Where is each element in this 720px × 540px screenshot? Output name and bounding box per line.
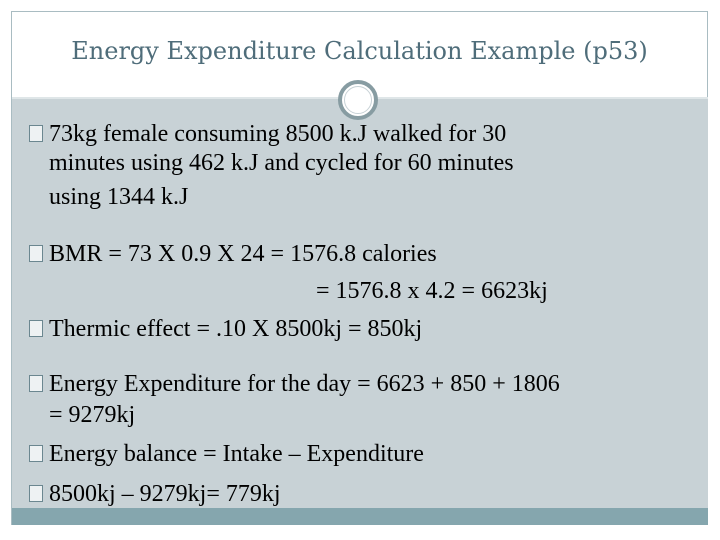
content-area xyxy=(12,99,708,508)
bullet-text: = 9279kj xyxy=(49,402,136,428)
square-bullet-icon xyxy=(29,445,43,462)
bullet-text: using 1344 k.J xyxy=(49,184,189,210)
bullet-item-6: 8500kj – 9279kj= 779kj xyxy=(29,480,281,508)
decorative-circle-icon xyxy=(338,80,378,120)
bullet-continuation: using 1344 k.J xyxy=(49,183,188,211)
bullet-item-1: 73kg female consuming 8500 k.J walked fo… xyxy=(29,120,506,148)
bullet-continuation: = 9279kj xyxy=(49,401,135,429)
bullet-text: minutes using 462 k.J and cycled for 60 … xyxy=(49,150,514,176)
square-bullet-icon xyxy=(29,125,43,142)
bottom-accent-band xyxy=(12,508,708,525)
bullet-item-5: Energy balance = Intake – Expenditure xyxy=(29,440,424,468)
bullet-text: Thermic effect = .10 X 8500kj = 850kj xyxy=(49,316,423,342)
bullet-item-3: Thermic effect = .10 X 8500kj = 850kj xyxy=(29,315,422,343)
square-bullet-icon xyxy=(29,245,43,262)
square-bullet-icon xyxy=(29,375,43,392)
bullet-text: = 1576.8 x 4.2 = 6623kj xyxy=(316,278,548,304)
bullet-continuation: = 1576.8 x 4.2 = 6623kj xyxy=(316,277,548,305)
bullet-text: BMR = 73 X 0.9 X 24 = 1576.8 calories xyxy=(49,241,437,267)
square-bullet-icon xyxy=(29,485,43,502)
square-bullet-icon xyxy=(29,320,43,337)
title-area: Energy Expenditure Calculation Example (… xyxy=(11,11,708,97)
bullet-text: Energy Expenditure for the day = 6623 + … xyxy=(49,371,560,397)
bullet-item-2: BMR = 73 X 0.9 X 24 = 1576.8 calories xyxy=(29,240,437,268)
slide-title: Energy Expenditure Calculation Example (… xyxy=(71,37,648,65)
bullet-item-4: Energy Expenditure for the day = 6623 + … xyxy=(29,370,560,398)
bullet-text: 73kg female consuming 8500 k.J walked fo… xyxy=(49,121,507,147)
bullet-text: 8500kj – 9279kj= 779kj xyxy=(49,481,281,507)
bullet-continuation: minutes using 462 k.J and cycled for 60 … xyxy=(49,149,514,177)
bullet-text: Energy balance = Intake – Expenditure xyxy=(49,441,424,467)
